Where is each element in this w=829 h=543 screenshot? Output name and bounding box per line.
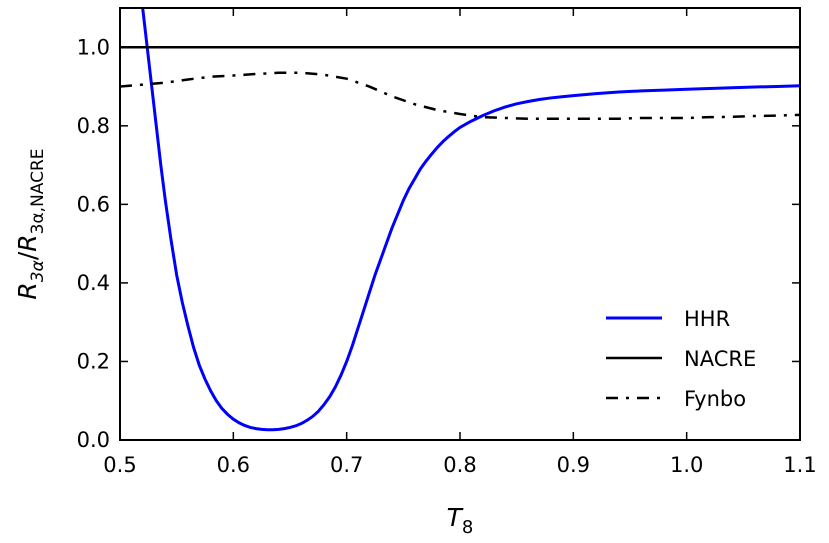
x-label-sub: 8 [462, 517, 473, 538]
x-tick-label: 1.0 [670, 453, 703, 477]
x-tick-label: 0.8 [443, 453, 476, 477]
y-label-separator: / [13, 251, 42, 260]
y-label-main-1: R [13, 282, 42, 299]
x-axis-label: T8 [447, 503, 474, 538]
ticks-layer: 0.5 0.6 0.7 0.8 0.9 1.0 1.1 0.0 0.2 0.4 0.6 0.8 1.0 [77, 8, 817, 477]
y-tick-label: 0.0 [77, 428, 110, 452]
y-label-main-2: R [13, 234, 42, 251]
series-line-hhr [141, 8, 800, 432]
x-label-main: T [447, 503, 464, 532]
x-tick-label: 0.9 [557, 453, 590, 477]
plot-background [120, 8, 800, 440]
legend-label-fynbo: Fynbo [684, 387, 746, 411]
y-label-sub-2: 3α,NACRE [28, 148, 48, 234]
y-tick-label: 0.6 [77, 192, 110, 216]
series-layer [120, 8, 800, 432]
x-tick-label: 0.7 [330, 453, 363, 477]
legend: HHR NACRE Fynbo [606, 307, 756, 411]
y-tick-label: 0.2 [77, 349, 110, 373]
x-tick-label: 1.1 [783, 453, 816, 477]
y-label-sub-1: 3α [28, 260, 48, 282]
y-axis-label: R3α/R3α,NACRE [13, 148, 48, 299]
legend-label-nacre: NACRE [684, 347, 756, 371]
x-tick-label: 0.5 [103, 453, 136, 477]
y-tick-label: 0.8 [77, 114, 110, 138]
legend-label-hhr: HHR [684, 307, 730, 331]
series-line-fynbo [120, 71, 800, 120]
y-tick-label: 0.4 [77, 271, 110, 295]
y-tick-label: 1.0 [77, 35, 110, 59]
x-tick-label: 0.6 [217, 453, 250, 477]
